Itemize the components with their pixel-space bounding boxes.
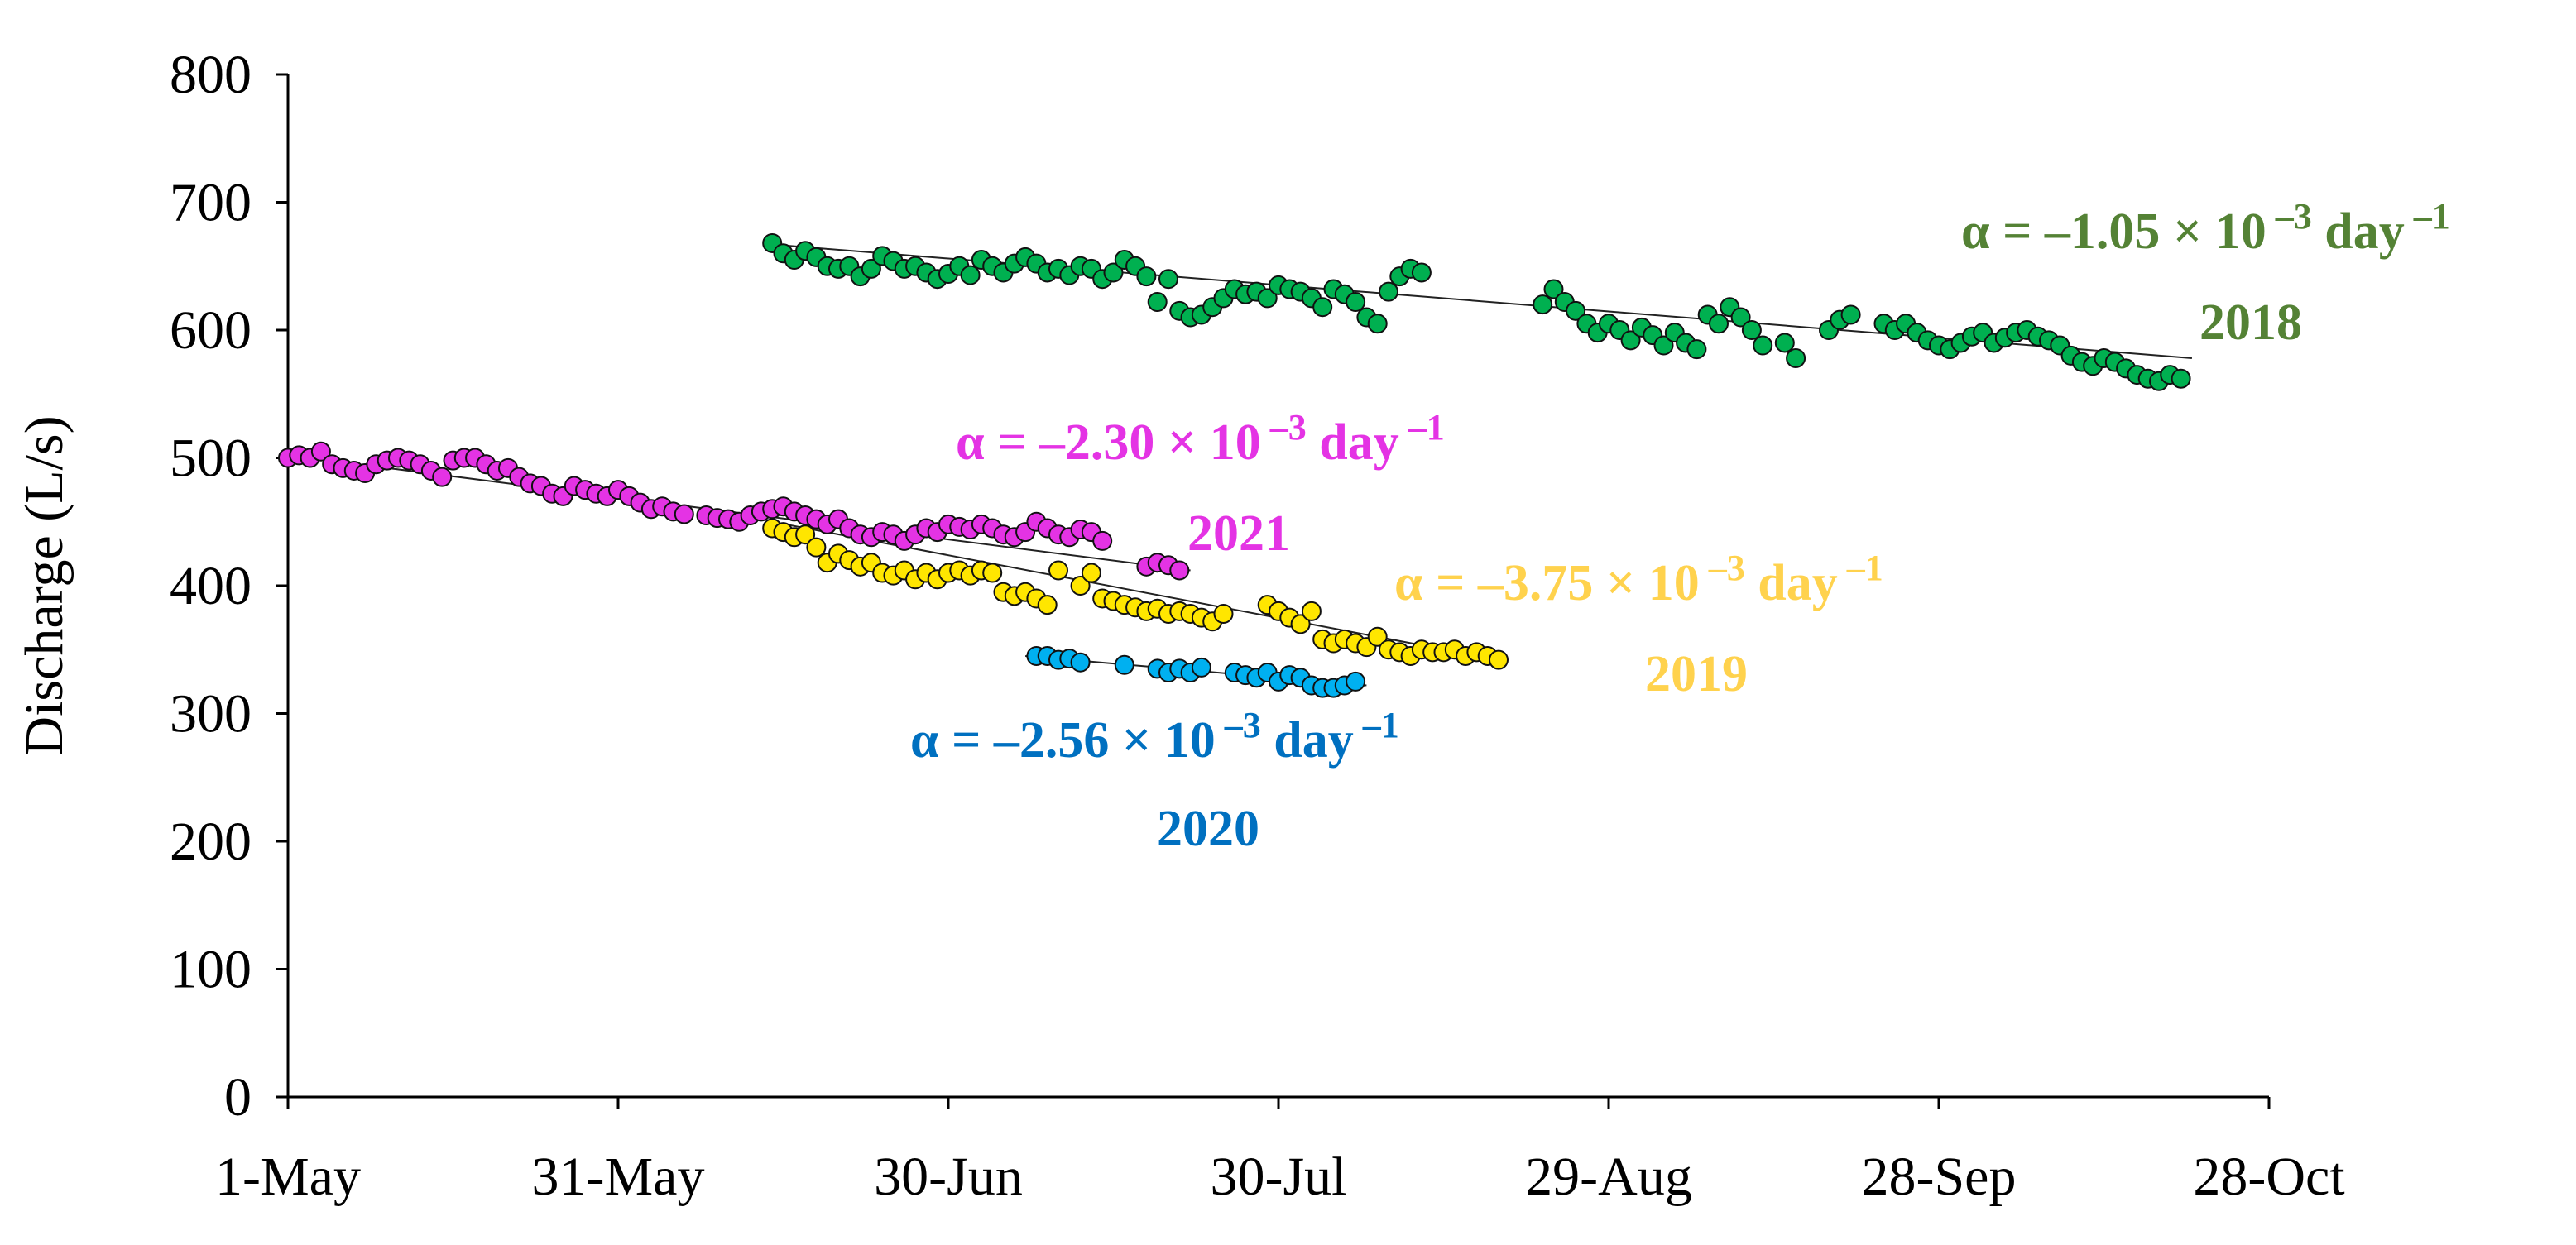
point-2018	[2171, 368, 2191, 389]
point-2021	[432, 467, 453, 487]
point-2019	[795, 524, 816, 545]
trendline-2019	[772, 520, 1499, 661]
point-2018	[1346, 292, 1366, 313]
point-2019	[1037, 595, 1058, 615]
point-2018	[1533, 294, 1553, 315]
x-tick-label: 28-Oct	[2193, 1147, 2344, 1207]
point-2019	[1081, 563, 1101, 583]
point-2019	[1489, 649, 1509, 670]
point-2021	[310, 441, 331, 462]
year-label-2019: 2019	[1645, 646, 1748, 702]
year-label-2021: 2021	[1187, 505, 1290, 562]
point-2021	[1092, 530, 1113, 551]
point-2018	[1411, 262, 1432, 283]
point-2018	[1312, 297, 1333, 318]
point-2021	[674, 504, 694, 524]
point-2018	[1136, 266, 1157, 287]
point-2018	[1367, 314, 1388, 334]
point-2018	[1753, 335, 1773, 356]
point-2018	[1147, 292, 1168, 313]
point-2019	[806, 537, 827, 558]
point-2020	[1191, 657, 1211, 678]
x-tick-label: 28-Sep	[1862, 1147, 2017, 1207]
point-2018	[1741, 320, 1762, 340]
point-2019	[1290, 614, 1311, 634]
point-2018	[1840, 304, 1861, 325]
y-tick-label: 500	[170, 429, 252, 489]
point-2019	[1070, 576, 1091, 596]
y-axis-title: Discharge (L/s)	[14, 415, 74, 755]
point-2018	[1786, 347, 1806, 368]
point-2019	[1048, 560, 1068, 581]
point-2018	[1566, 300, 1586, 321]
y-tick-label: 400	[170, 556, 252, 616]
point-2020	[1070, 652, 1091, 673]
x-tick-label: 29-Aug	[1525, 1147, 1692, 1207]
y-tick-label: 800	[170, 45, 252, 105]
alpha-label-2020: α = –2.56 × 10 –3 day –1	[910, 705, 1399, 769]
alpha-label-2021: α = –2.30 × 10 –3 day –1	[956, 407, 1445, 471]
y-tick-label: 0	[224, 1067, 252, 1128]
point-2019	[1213, 603, 1234, 624]
series-annotations: α = –1.05 × 10 –3 day –1 2018 α = –2.30 × …	[910, 196, 2450, 857]
point-2021	[1169, 560, 1190, 581]
point-2018	[1686, 339, 1707, 360]
data-points	[278, 232, 2191, 698]
point-2018	[1379, 281, 1398, 302]
year-label-2018: 2018	[2199, 294, 2302, 351]
point-2018	[861, 258, 881, 279]
point-2020	[1346, 671, 1366, 692]
alpha-label-2018: α = –1.05 × 10 –3 day –1	[1961, 196, 2450, 260]
y-tick-label: 200	[170, 812, 252, 872]
point-2019	[1367, 626, 1388, 647]
point-2018	[1774, 333, 1795, 353]
point-2018	[1103, 262, 1124, 283]
point-2018	[1730, 307, 1751, 328]
point-2019	[982, 563, 1003, 583]
axes: 0 100 200 300 400 500 600 700 800 1-May 31-May 30-J…	[14, 45, 2345, 1207]
point-2018	[1653, 335, 1674, 356]
point-2018	[1620, 330, 1641, 351]
point-2018	[960, 265, 981, 285]
year-label-2020: 2020	[1157, 801, 1259, 857]
alpha-label-2019: α = –3.75 × 10 –3 day –1	[1394, 548, 1883, 611]
x-tick-label: 31-May	[532, 1147, 705, 1207]
x-tick-label: 1-May	[215, 1147, 361, 1207]
point-2018	[1543, 279, 1564, 299]
point-2018	[1709, 314, 1729, 334]
point-2018	[1257, 288, 1278, 309]
point-2018	[1158, 269, 1178, 290]
y-tick-label: 300	[170, 684, 252, 745]
point-2019	[1301, 601, 1322, 621]
x-tick-label: 30-Jul	[1211, 1147, 1347, 1207]
y-tick-label: 700	[170, 173, 252, 233]
y-tick-label: 600	[170, 300, 252, 361]
point-2020	[1114, 654, 1134, 675]
y-tick-label: 100	[170, 940, 252, 1000]
x-tick-label: 30-Jun	[874, 1147, 1023, 1207]
